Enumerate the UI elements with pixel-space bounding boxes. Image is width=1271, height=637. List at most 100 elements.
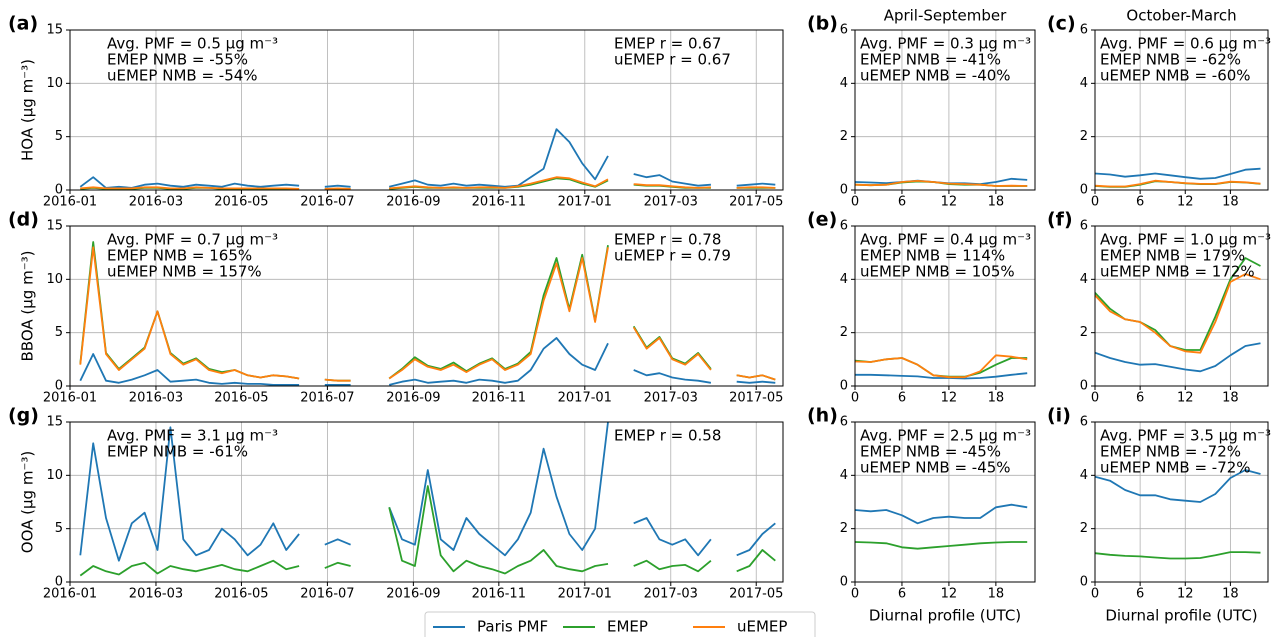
y-tick-label: 5 [55, 129, 63, 144]
x-tick-label: 18 [988, 195, 1005, 210]
x-tick-label: 6 [898, 195, 906, 210]
plot-area [855, 354, 1028, 380]
series-line [1095, 342, 1261, 373]
y-tick-label: 0 [55, 183, 63, 198]
series-line [1095, 469, 1261, 503]
y-tick-label: 15 [46, 23, 63, 38]
y-tick-label: 2 [840, 521, 848, 536]
plot-area [855, 503, 1028, 550]
x-tick-label: 2016-07 [300, 587, 354, 602]
x-tick-label: 18 [988, 391, 1005, 406]
annotation: Avg. PMF = 3.1 µg m⁻³ [107, 427, 278, 445]
annotation: Avg. PMF = 3.5 µg m⁻³ [1100, 427, 1271, 445]
y-tick-label: 6 [1080, 23, 1088, 38]
y-tick-label: 2 [1080, 129, 1088, 144]
annotation: uEMEP NMB = 172% [1100, 263, 1255, 281]
y-tick-label: 6 [840, 415, 848, 430]
annotation: EMEP NMB = -55% [107, 51, 248, 69]
y-tick-label: 10 [46, 76, 63, 91]
x-tick-label: 2016-11 [472, 587, 526, 602]
y-tick-label: 0 [1080, 379, 1088, 394]
y-tick-label: 0 [1080, 575, 1088, 590]
y-tick-label: 2 [1080, 325, 1088, 340]
panel-label: (d) [8, 209, 39, 231]
x-axis-label: Diurnal profile (UTC) [1105, 607, 1257, 625]
x-tick-label: 6 [898, 587, 906, 602]
y-tick-label: 6 [1080, 415, 1088, 430]
x-tick-label: 12 [941, 391, 958, 406]
y-tick-label: 4 [840, 468, 848, 483]
y-tick-label: 6 [840, 23, 848, 38]
y-tick-label: 5 [55, 325, 63, 340]
panel-title: April-September [884, 7, 1007, 25]
annotation: Avg. PMF = 1.0 µg m⁻³ [1100, 231, 1271, 249]
x-tick-label: 0 [1091, 391, 1099, 406]
y-tick-label: 5 [55, 521, 63, 536]
x-tick-label: 2016-01 [43, 391, 97, 406]
y-tick-label: 4 [1080, 468, 1088, 483]
x-axis-label: Diurnal profile (UTC) [869, 607, 1021, 625]
panel-label: (f) [1047, 209, 1073, 231]
axes-frame [69, 421, 784, 583]
axes-frame [854, 225, 1036, 387]
annotation: uEMEP NMB = -60% [1100, 67, 1251, 85]
annotation: uEMEP NMB = -54% [107, 67, 258, 85]
y-tick-label: 0 [1080, 183, 1088, 198]
annotation: EMEP NMB = -62% [1100, 51, 1241, 69]
x-tick-label: 2016-01 [43, 587, 97, 602]
x-tick-label: 12 [1177, 587, 1194, 602]
legend-frame [424, 611, 816, 637]
x-tick-label: 2016-03 [129, 587, 183, 602]
x-tick-label: 2016-11 [472, 195, 526, 210]
y-tick-label: 0 [55, 575, 63, 590]
y-tick-label: 6 [1080, 219, 1088, 234]
x-tick-label: 0 [851, 391, 859, 406]
x-tick-label: 2017-03 [644, 391, 698, 406]
series-line [855, 503, 1028, 525]
y-tick-label: 0 [55, 379, 63, 394]
x-tick-label: 2016-09 [386, 587, 440, 602]
annotation: Avg. PMF = 0.4 µg m⁻³ [860, 231, 1031, 249]
x-tick-label: 2017-03 [644, 195, 698, 210]
x-tick-label: 2017-05 [729, 391, 783, 406]
annotation: EMEP r = 0.67 [614, 35, 721, 53]
x-tick-label: 18 [1222, 587, 1239, 602]
axes-frame [1094, 29, 1269, 191]
x-tick-label: 0 [1091, 195, 1099, 210]
annotation: EMEP NMB = 165% [107, 247, 252, 265]
y-tick-label: 0 [840, 575, 848, 590]
series-line [1095, 273, 1261, 354]
series-line [855, 372, 1028, 380]
annotation: EMEP NMB = 114% [860, 247, 1005, 265]
x-tick-label: 0 [851, 587, 859, 602]
series-line [855, 180, 1028, 187]
series-line [79, 485, 776, 577]
series-line [79, 128, 776, 189]
y-tick-label: 15 [46, 219, 63, 234]
legend: Paris PMF EMEP uEMEP [424, 611, 816, 637]
axes-frame [854, 29, 1036, 191]
plot-area [1095, 469, 1261, 560]
series-line [79, 337, 776, 386]
x-tick-label: 6 [1136, 195, 1144, 210]
legend-label: EMEP [607, 618, 648, 636]
axes-frame [854, 421, 1036, 583]
y-axis-label: OOA (µg m⁻³) [19, 451, 37, 553]
x-tick-label: 12 [1177, 391, 1194, 406]
annotation: Avg. PMF = 0.7 µg m⁻³ [107, 231, 278, 249]
y-tick-label: 0 [840, 379, 848, 394]
axes-frame [69, 29, 784, 191]
y-tick-label: 15 [46, 415, 63, 430]
y-tick-label: 10 [46, 468, 63, 483]
series-line [79, 246, 776, 382]
x-tick-label: 2016-07 [300, 391, 354, 406]
plot-area [1095, 167, 1261, 188]
annotation: EMEP r = 0.78 [614, 231, 721, 249]
panel-label: (c) [1047, 13, 1076, 35]
annotation: EMEP NMB = -45% [860, 443, 1001, 461]
annotation: EMEP r = 0.58 [614, 427, 721, 445]
legend-label: uEMEP [737, 618, 787, 636]
annotation: Avg. PMF = 0.6 µg m⁻³ [1100, 35, 1271, 53]
annotation: Avg. PMF = 0.5 µg m⁻³ [107, 35, 278, 53]
